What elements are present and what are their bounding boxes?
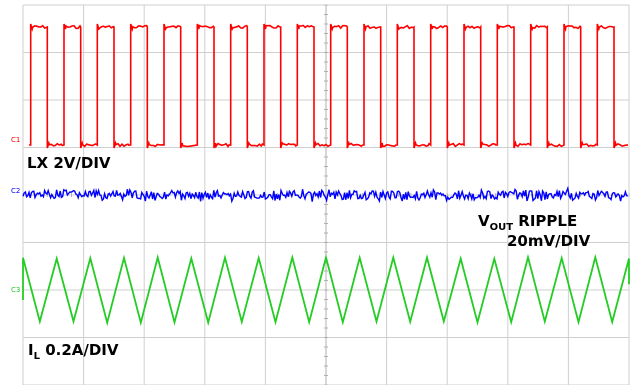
lx-trace-label: LX 2V/DIV (27, 154, 111, 172)
il-trace-label: IL 0.2A/DIV (28, 341, 119, 362)
vout-label-rest: RIPPLE (513, 212, 577, 230)
vout-ripple-label: VOUT RIPPLE (478, 212, 577, 233)
channel-marker-2: C2 (11, 187, 20, 195)
il-label-rest: 0.2A/DIV (40, 341, 119, 359)
lx-square-wave-trace (29, 24, 628, 148)
vout-ripple-scale-label: 20mV/DIV (507, 232, 591, 250)
channel-marker-3: C3 (11, 286, 20, 294)
channel-marker-1: C1 (11, 136, 20, 144)
vout-label-v: V (478, 212, 490, 230)
